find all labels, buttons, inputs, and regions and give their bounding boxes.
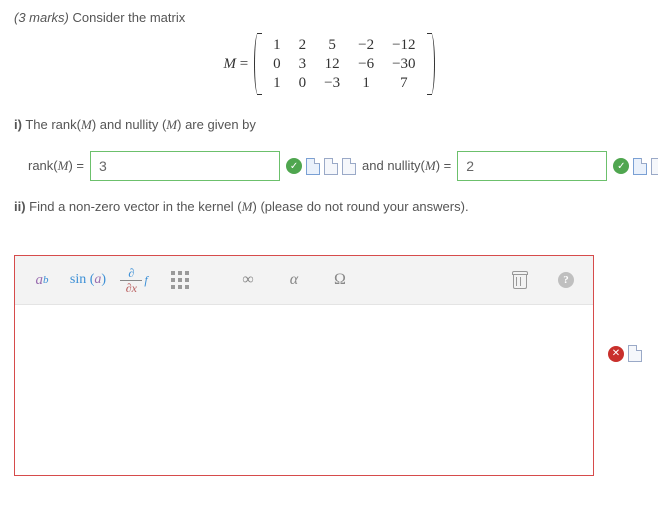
help-icon: ? [558,272,574,288]
tool-function[interactable]: sin (a) [67,260,109,300]
doc-icon[interactable] [651,158,658,175]
nullity-input[interactable] [457,151,607,181]
math-editor[interactable]: ab sin (a) ∂∂x f ∞ α Ω ? [14,255,594,476]
editor-body[interactable] [15,305,593,475]
tool-matrix-icon[interactable] [159,260,201,300]
trash-icon [511,271,529,289]
editor-toolbar: ab sin (a) ∂∂x f ∞ α Ω ? [15,256,593,305]
part-ii-label: ii) [14,199,26,214]
intro-text: Consider the matrix [69,10,185,25]
tool-help[interactable]: ? [545,260,587,300]
part-i-label: i) [14,117,22,132]
matrix-display: M = 125−2−12 0312−6−30 10−317 [14,33,644,95]
equals-sign: = [236,56,248,72]
tool-infinity[interactable]: ∞ [227,260,269,300]
tool-delete[interactable] [499,260,541,300]
tool-derivative[interactable]: ∂∂x f [113,260,155,300]
part-i-text: i) The rank(M) and nullity (M) are given… [14,117,644,133]
check-icon: ✓ [286,158,302,174]
check-icon: ✓ [613,158,629,174]
tool-omega[interactable]: Ω [319,260,361,300]
question-header: (3 marks) Consider the matrix [14,10,644,25]
nullity-label: and nullity(M) = [362,158,451,174]
error-icon: ✕ [608,346,624,362]
matrix-table: 125−2−12 0312−6−30 10−317 [264,36,424,93]
paren-right [425,33,435,95]
tool-alpha[interactable]: α [273,260,315,300]
marks: (3 marks) [14,10,69,25]
rank-input[interactable] [90,151,280,181]
doc-icon[interactable] [342,158,356,175]
tool-superscript[interactable]: ab [21,260,63,300]
matrix-var: M [223,56,236,72]
doc-icon[interactable] [628,345,642,362]
paren-left [254,33,264,95]
doc-icon[interactable] [306,158,320,175]
doc-icon[interactable] [633,158,647,175]
part-ii-text: ii) Find a non-zero vector in the kernel… [14,199,644,215]
rank-label: rank(M) = [28,158,84,174]
doc-icon[interactable] [324,158,338,175]
rank-nullity-row: rank(M) = ✓ and nullity(M) = ✓ [14,151,644,181]
